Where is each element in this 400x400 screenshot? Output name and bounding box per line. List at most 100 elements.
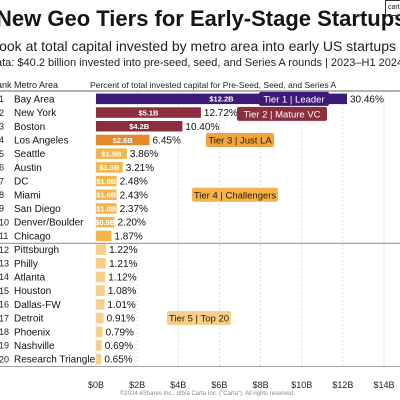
rank-label: 7 bbox=[0, 176, 4, 186]
rank-label: 4 bbox=[0, 135, 4, 145]
bar bbox=[96, 353, 102, 365]
bar-value-label: $1.0B bbox=[96, 191, 117, 200]
tier-label: Tier 4 | Challengers bbox=[194, 190, 277, 201]
x-tick-label: $12B bbox=[332, 380, 353, 390]
percent-label: 2.43% bbox=[120, 190, 148, 201]
bar-value-label: $1.0B bbox=[96, 177, 117, 186]
rank-label: 12 bbox=[0, 245, 9, 255]
rank-label: 16 bbox=[0, 300, 9, 310]
brand-logo: carta bbox=[385, 0, 400, 16]
tier-label-box bbox=[167, 311, 231, 326]
bar-value-label: $1.0B bbox=[96, 204, 117, 213]
percent-label: 6.45% bbox=[152, 135, 180, 146]
bar bbox=[96, 312, 104, 324]
metro-column-header: Metro Area bbox=[14, 80, 59, 90]
bar-value-label: $1.3B bbox=[99, 163, 120, 172]
tier-label: Tier 2 | Mature VC bbox=[243, 109, 320, 120]
percent-label: 0.79% bbox=[106, 327, 134, 338]
percent-label: 0.91% bbox=[107, 314, 135, 325]
percent-label: 12.72% bbox=[204, 108, 238, 119]
rank-column-header: ank bbox=[0, 80, 12, 90]
tier-label-box bbox=[259, 91, 329, 106]
bar bbox=[96, 175, 117, 187]
percent-label: 1.01% bbox=[107, 300, 135, 311]
rank-label: 5 bbox=[0, 149, 4, 159]
percent-label: 0.69% bbox=[105, 341, 133, 352]
x-tick-label: $4B bbox=[170, 380, 186, 390]
bar bbox=[96, 299, 105, 310]
percent-label: 2.48% bbox=[120, 177, 148, 188]
metro-label: New York bbox=[14, 108, 57, 119]
rank-label: 14 bbox=[0, 272, 9, 282]
metro-label: Phoenix bbox=[14, 327, 50, 338]
percent-label: 1.08% bbox=[108, 286, 136, 297]
x-tick-label: $10B bbox=[291, 380, 312, 390]
chart-subtitle: look at total capital invested by metro … bbox=[0, 38, 396, 54]
metro-label: Houston bbox=[14, 286, 51, 297]
tier-label-box bbox=[206, 132, 274, 147]
bar bbox=[96, 340, 102, 351]
bar-value-label: $12.2B bbox=[209, 95, 234, 104]
chart-column-header: Percent of total invested capital for Pr… bbox=[90, 80, 337, 90]
metro-label: Chicago bbox=[14, 231, 51, 242]
bar bbox=[96, 93, 347, 105]
rank-label: 1 bbox=[0, 94, 4, 104]
bar bbox=[96, 148, 127, 159]
rank-label: 10 bbox=[0, 217, 9, 227]
rank-label: 11 bbox=[0, 231, 8, 241]
rank-label: 13 bbox=[0, 258, 9, 268]
metro-label: Austin bbox=[14, 163, 42, 174]
bar bbox=[96, 216, 115, 228]
bar bbox=[96, 189, 117, 200]
x-tick-label: $8B bbox=[253, 380, 269, 390]
percent-label: 1.12% bbox=[108, 272, 136, 283]
bar bbox=[96, 326, 103, 337]
bar bbox=[96, 162, 123, 173]
metro-label: DC bbox=[14, 177, 28, 188]
x-tick-label: $6B bbox=[211, 380, 227, 390]
percent-label: 2.37% bbox=[120, 204, 148, 215]
percent-label: 30.46% bbox=[350, 94, 384, 105]
metro-label: San Diego bbox=[14, 204, 61, 215]
rank-label: 2 bbox=[0, 108, 4, 118]
bar-value-label: $5.1B bbox=[138, 108, 159, 117]
data-note: ata: $40.2 billion invested into pre-see… bbox=[0, 57, 400, 69]
percent-label: 0.65% bbox=[104, 355, 132, 366]
bar bbox=[96, 107, 201, 118]
metro-label: Boston bbox=[14, 122, 45, 133]
metro-label: Denver/Boulder bbox=[14, 218, 84, 229]
metro-label: Pittsburgh bbox=[14, 245, 59, 256]
tier-label: Tier 3 | Just LA bbox=[208, 135, 272, 146]
metro-label: Nashville bbox=[14, 341, 55, 352]
metro-label: Philly bbox=[14, 259, 38, 270]
bar bbox=[96, 121, 183, 132]
bar bbox=[96, 134, 150, 146]
rank-label: 20 bbox=[0, 354, 9, 364]
percent-label: 3.86% bbox=[130, 149, 158, 160]
metro-label: Bay Area bbox=[14, 94, 55, 105]
rank-label: 3 bbox=[0, 121, 4, 131]
tier-label-box bbox=[237, 106, 327, 121]
rank-label: 19 bbox=[0, 341, 9, 351]
bar bbox=[96, 230, 112, 242]
metro-label: Miami bbox=[14, 190, 41, 201]
rank-label: 18 bbox=[0, 327, 9, 337]
metro-label: Research Triangle bbox=[14, 355, 96, 366]
metro-label: Seattle bbox=[14, 149, 46, 160]
bar-value-label: $2.6B bbox=[113, 136, 134, 145]
rank-label: 15 bbox=[0, 286, 9, 296]
rank-label: 8 bbox=[0, 190, 4, 200]
percent-label: 1.22% bbox=[109, 245, 137, 256]
bar bbox=[96, 244, 107, 255]
bar bbox=[96, 203, 117, 214]
percent-label: 3.21% bbox=[126, 163, 154, 174]
bar-value-label: $4.2B bbox=[129, 122, 150, 131]
tier-label: Tier 1 | Leader bbox=[263, 94, 324, 105]
x-tick-label: $0B bbox=[88, 380, 104, 390]
x-tick-label: $2B bbox=[129, 380, 145, 390]
tier-label-box bbox=[192, 187, 278, 202]
bar-value-label: $1.5B bbox=[101, 149, 122, 158]
x-tick-label: $14B bbox=[373, 380, 394, 390]
rank-label: 9 bbox=[0, 204, 4, 214]
